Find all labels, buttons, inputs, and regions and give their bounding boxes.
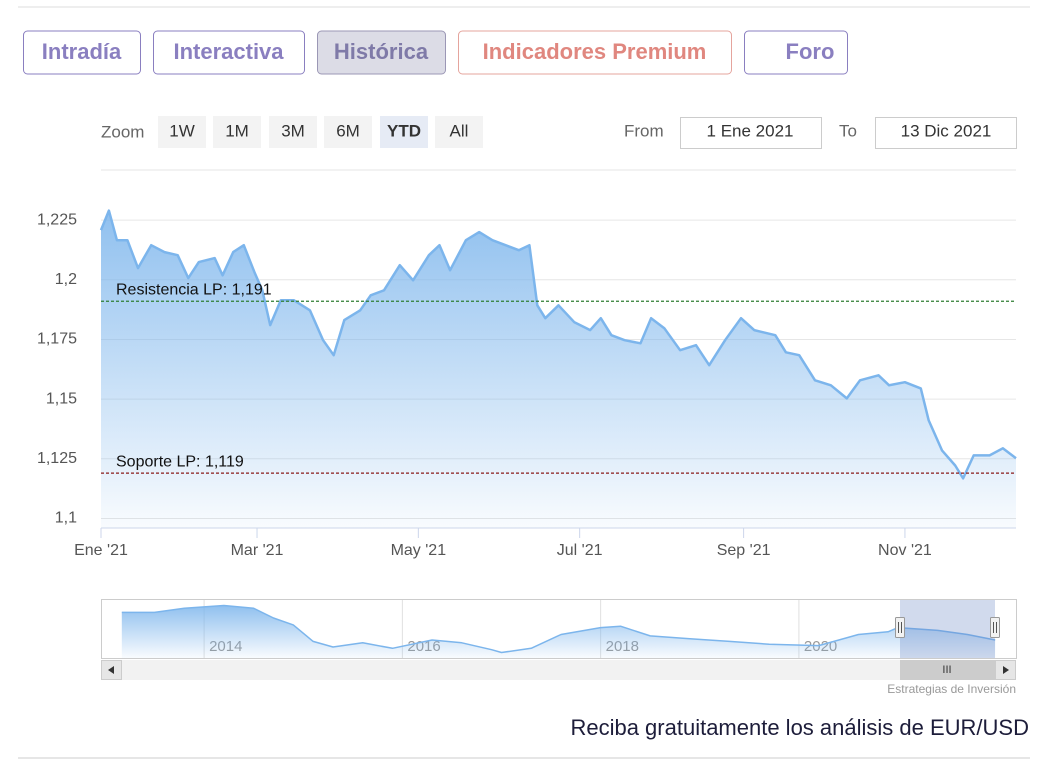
scrollbar-grip[interactable]: III	[942, 664, 951, 676]
x-tick-label: Jul '21	[557, 542, 603, 559]
tab-label[interactable]: Foro	[786, 39, 835, 64]
x-tick-label: Nov '21	[878, 542, 932, 559]
annotation-label: Resistencia LP: 1,191	[116, 281, 272, 298]
tab[interactable]	[744, 30, 848, 75]
zoom-button[interactable]	[213, 116, 261, 148]
zoom-button[interactable]	[435, 116, 483, 148]
line	[121, 604, 996, 654]
zoom-button-label[interactable]: 1M	[225, 121, 249, 140]
x-tick-label: Ene '21	[74, 542, 128, 559]
tab[interactable]	[317, 30, 446, 75]
x-tick-label: May '21	[391, 542, 447, 559]
navigator-selection[interactable]	[900, 600, 995, 658]
scrollbar-thumb[interactable]	[900, 660, 995, 680]
tab-label[interactable]: Indicadores Premium	[483, 39, 707, 64]
zoom-button-label[interactable]: 1W	[169, 121, 195, 140]
to-label: To	[839, 121, 857, 140]
navigator-handle[interactable]	[990, 617, 1000, 638]
tab[interactable]	[23, 30, 141, 75]
zoom-button-label[interactable]: All	[450, 121, 469, 140]
zoom-button-label[interactable]: YTD	[387, 121, 421, 140]
scrollbar-track	[101, 660, 1016, 680]
line	[99, 209, 1017, 480]
tab-label[interactable]: Histórica	[334, 39, 429, 64]
tab-label[interactable]: Interactiva	[173, 39, 284, 64]
from-label: From	[624, 121, 664, 140]
x-tick-label: Mar '21	[231, 542, 284, 559]
x-tick-label: Sep '21	[717, 542, 771, 559]
zoom-button[interactable]	[269, 116, 317, 148]
y-tick-label: 1,225	[37, 211, 77, 228]
to-value[interactable]: 13 Dic 2021	[901, 121, 992, 140]
credit[interactable]: Estrategias de Inversión	[887, 682, 1016, 696]
scroll-left-arrow	[108, 666, 114, 674]
zoom-button-label[interactable]: 6M	[336, 121, 360, 140]
area-fill	[101, 210, 1016, 528]
scroll-right-arrow	[1003, 666, 1009, 674]
tab-label[interactable]: Intradía	[42, 39, 122, 64]
footer-link[interactable]: Reciba gratuitamente los análisis de EUR…	[570, 715, 1029, 740]
zoom-button[interactable]	[158, 116, 206, 148]
annotation-label: Soporte LP: 1,119	[116, 453, 244, 470]
zoom-button-label[interactable]: 3M	[281, 121, 305, 140]
y-tick-label: 1,15	[46, 390, 77, 407]
from-value[interactable]: 1 Ene 2021	[707, 121, 794, 140]
y-tick-label: 1,125	[37, 450, 77, 467]
zoom-label: Zoom	[101, 122, 144, 141]
zoom-button[interactable]	[324, 116, 372, 148]
y-tick-label: 1,175	[37, 331, 77, 348]
y-tick-label: 1,2	[55, 271, 77, 288]
tab[interactable]	[153, 30, 305, 75]
zoom-button[interactable]	[380, 116, 428, 148]
from-input[interactable]	[680, 117, 822, 149]
to-input[interactable]	[875, 117, 1017, 149]
navigator-handle[interactable]	[895, 617, 905, 638]
tab[interactable]	[458, 30, 732, 75]
y-tick-label: 1,1	[55, 510, 77, 527]
